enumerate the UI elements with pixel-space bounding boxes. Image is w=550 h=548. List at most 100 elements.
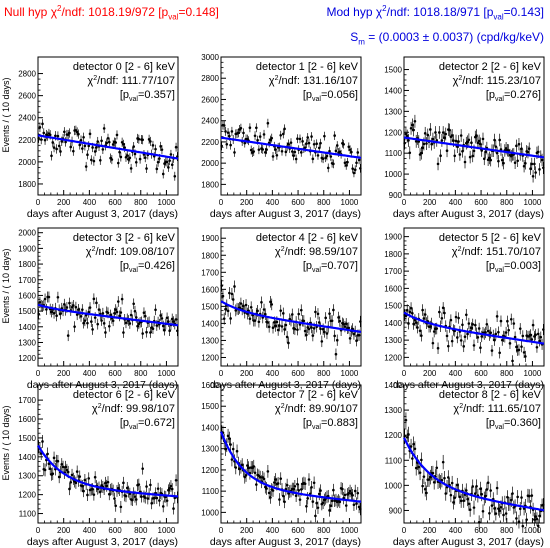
data-point [347, 322, 351, 334]
data-point [359, 315, 362, 328]
data-marker [307, 141, 311, 145]
data-point [128, 487, 132, 500]
data-marker [133, 152, 137, 156]
data-point [333, 131, 336, 140]
data-point [425, 137, 428, 150]
data-marker [63, 130, 66, 134]
data-marker [342, 322, 345, 326]
data-point [222, 312, 226, 325]
y-tick-label: 2200 [201, 138, 219, 147]
data-marker [92, 159, 96, 163]
data-point [74, 125, 78, 135]
data-marker [78, 475, 82, 478]
data-marker [303, 146, 307, 149]
data-marker [158, 499, 161, 502]
data-marker [359, 507, 362, 511]
data-marker [176, 329, 179, 333]
data-point [64, 137, 67, 147]
data-marker [248, 317, 252, 321]
data-point [316, 501, 320, 515]
data-point [60, 458, 64, 471]
fit-curve [220, 300, 362, 333]
data-marker [242, 131, 245, 135]
data-marker [480, 149, 484, 152]
data-point [311, 329, 315, 342]
data-marker [257, 148, 261, 151]
data-marker [253, 471, 257, 475]
data-point [324, 312, 327, 324]
data-marker [431, 471, 435, 475]
y-tick-label: 1500 [18, 307, 36, 316]
data-marker [431, 341, 435, 345]
data-point [488, 506, 491, 521]
panel-title: detector 1 [2 - 6] keV [256, 61, 359, 73]
x-tick-label: 0 [36, 369, 41, 378]
data-marker [265, 487, 268, 490]
data-point [311, 154, 315, 164]
data-marker [278, 324, 281, 327]
y-tick-label: 1000 [384, 170, 402, 179]
x-tick-label: 800 [134, 198, 148, 207]
data-point [122, 139, 125, 149]
data-marker [222, 317, 226, 320]
data-point [503, 144, 507, 157]
data-point [520, 341, 523, 353]
data-point [438, 126, 441, 139]
data-marker [323, 330, 326, 334]
data-marker [255, 126, 258, 130]
data-marker [289, 141, 293, 144]
data-point [260, 296, 263, 309]
data-marker [170, 163, 174, 167]
data-marker [486, 158, 490, 162]
data-marker [533, 518, 536, 521]
modulation-amplitude-text: Sm = (0.0003 ± 0.0037) (cpd/kg/keV) [350, 30, 544, 46]
data-points [220, 118, 362, 178]
data-marker [536, 332, 540, 336]
data-point [230, 126, 234, 136]
data-marker [317, 492, 321, 496]
y-tick-label: 1800 [384, 250, 402, 259]
data-marker [226, 131, 230, 134]
data-marker [334, 149, 338, 153]
data-point [158, 494, 161, 507]
data-marker [155, 496, 159, 500]
data-point [145, 480, 148, 493]
data-point [530, 333, 534, 346]
data-marker [459, 339, 463, 342]
data-point [459, 129, 463, 142]
data-marker [529, 167, 532, 171]
data-point [418, 465, 422, 481]
data-point [473, 486, 477, 501]
data-marker [74, 481, 78, 485]
data-marker [329, 504, 333, 508]
data-point [431, 465, 435, 481]
chi2-label: χ2/ndf: 151.70/107 [452, 246, 541, 258]
data-marker [106, 311, 110, 315]
data-marker [66, 334, 70, 337]
data-point [423, 481, 427, 497]
data-point [159, 310, 162, 321]
y-tick-label: 1800 [201, 251, 219, 260]
data-point [294, 489, 298, 503]
data-marker [344, 322, 348, 326]
data-point [244, 299, 248, 311]
data-point [475, 479, 478, 494]
data-marker [161, 505, 165, 508]
data-point [119, 152, 123, 162]
data-marker [240, 463, 244, 467]
data-marker [485, 488, 489, 491]
data-point [464, 136, 468, 150]
data-marker [116, 486, 120, 490]
data-point [443, 307, 446, 319]
data-point [50, 151, 53, 161]
data-point [149, 327, 152, 338]
data-marker [90, 158, 93, 162]
data-marker [520, 496, 523, 499]
data-marker [310, 135, 313, 138]
data-marker [499, 505, 503, 509]
data-marker [477, 139, 481, 143]
data-point [350, 487, 353, 500]
data-marker [535, 345, 539, 349]
data-marker [47, 295, 51, 299]
data-marker [270, 303, 274, 306]
